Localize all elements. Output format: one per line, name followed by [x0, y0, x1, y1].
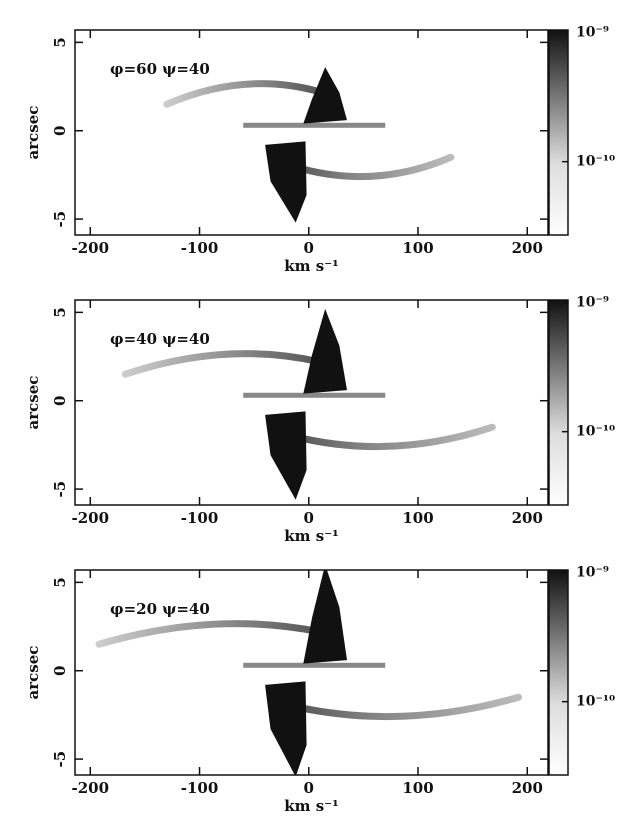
- y-axis-label: arcsec: [24, 646, 42, 700]
- blob: [303, 308, 348, 394]
- x-tick-label: 100: [402, 779, 433, 797]
- blob: [265, 141, 307, 223]
- panel-label: φ=40 ψ=40: [110, 330, 210, 348]
- y-tick-label: 5: [51, 37, 69, 47]
- colorbar: [548, 299, 569, 506]
- y-tick-label: 0: [51, 126, 69, 136]
- plot-frame: [74, 29, 549, 236]
- y-axis-label: arcsec: [24, 376, 42, 430]
- x-tick-label: -100: [181, 509, 219, 527]
- streak: [243, 122, 386, 128]
- image: [95, 570, 523, 775]
- colorbar: [548, 29, 569, 236]
- x-tick-label: 100: [402, 509, 433, 527]
- panel-label: φ=60 ψ=40: [110, 60, 210, 78]
- arm: [288, 423, 496, 451]
- streak: [243, 662, 386, 668]
- x-tick-label: 200: [512, 239, 543, 257]
- y-tick-label: 0: [51, 666, 69, 676]
- colorbar-tick-label: 10⁻⁹: [576, 565, 609, 581]
- y-tick-label: -5: [51, 481, 69, 498]
- x-axis-label: km s⁻¹: [284, 527, 338, 545]
- panel-label: φ=20 ψ=40: [110, 600, 210, 618]
- image: [163, 67, 455, 223]
- y-tick-label: 5: [51, 307, 69, 317]
- y-axis-label: arcsec: [24, 106, 42, 160]
- blob: [303, 570, 348, 664]
- arm: [288, 153, 455, 180]
- colorbar-tick-label: 10⁻⁹: [576, 295, 609, 311]
- x-tick-label: 0: [304, 509, 314, 527]
- colorbar: [548, 569, 569, 776]
- x-tick-label: -200: [72, 239, 110, 257]
- x-tick-label: 0: [304, 239, 314, 257]
- image: [121, 308, 496, 500]
- blob: [265, 411, 307, 500]
- arm: [288, 693, 523, 721]
- plot-frame: [74, 569, 549, 776]
- x-axis-label: km s⁻¹: [284, 257, 338, 275]
- y-tick-label: -5: [51, 751, 69, 768]
- arm: [121, 350, 324, 378]
- blob: [265, 681, 307, 775]
- x-axis-label: km s⁻¹: [284, 797, 338, 815]
- x-tick-label: -100: [181, 239, 219, 257]
- streak: [243, 392, 386, 398]
- x-tick-label: 0: [304, 779, 314, 797]
- x-tick-label: 200: [512, 779, 543, 797]
- y-tick-label: 5: [51, 577, 69, 587]
- colorbar-tick-label: 10⁻¹⁰: [576, 154, 615, 170]
- colorbar-tick-label: 10⁻¹⁰: [576, 424, 615, 440]
- y-tick-label: 0: [51, 396, 69, 406]
- y-tick-label: -5: [51, 211, 69, 228]
- x-tick-label: -200: [72, 779, 110, 797]
- x-tick-label: -200: [72, 509, 110, 527]
- x-tick-label: 200: [512, 509, 543, 527]
- x-tick-label: 100: [402, 239, 433, 257]
- arm: [163, 80, 324, 108]
- colorbar-tick-label: 10⁻⁹: [576, 25, 609, 41]
- blob: [303, 67, 348, 124]
- plot-frame: [74, 299, 549, 506]
- colorbar-tick-label: 10⁻¹⁰: [576, 694, 615, 710]
- arm: [95, 620, 324, 648]
- x-tick-label: -100: [181, 779, 219, 797]
